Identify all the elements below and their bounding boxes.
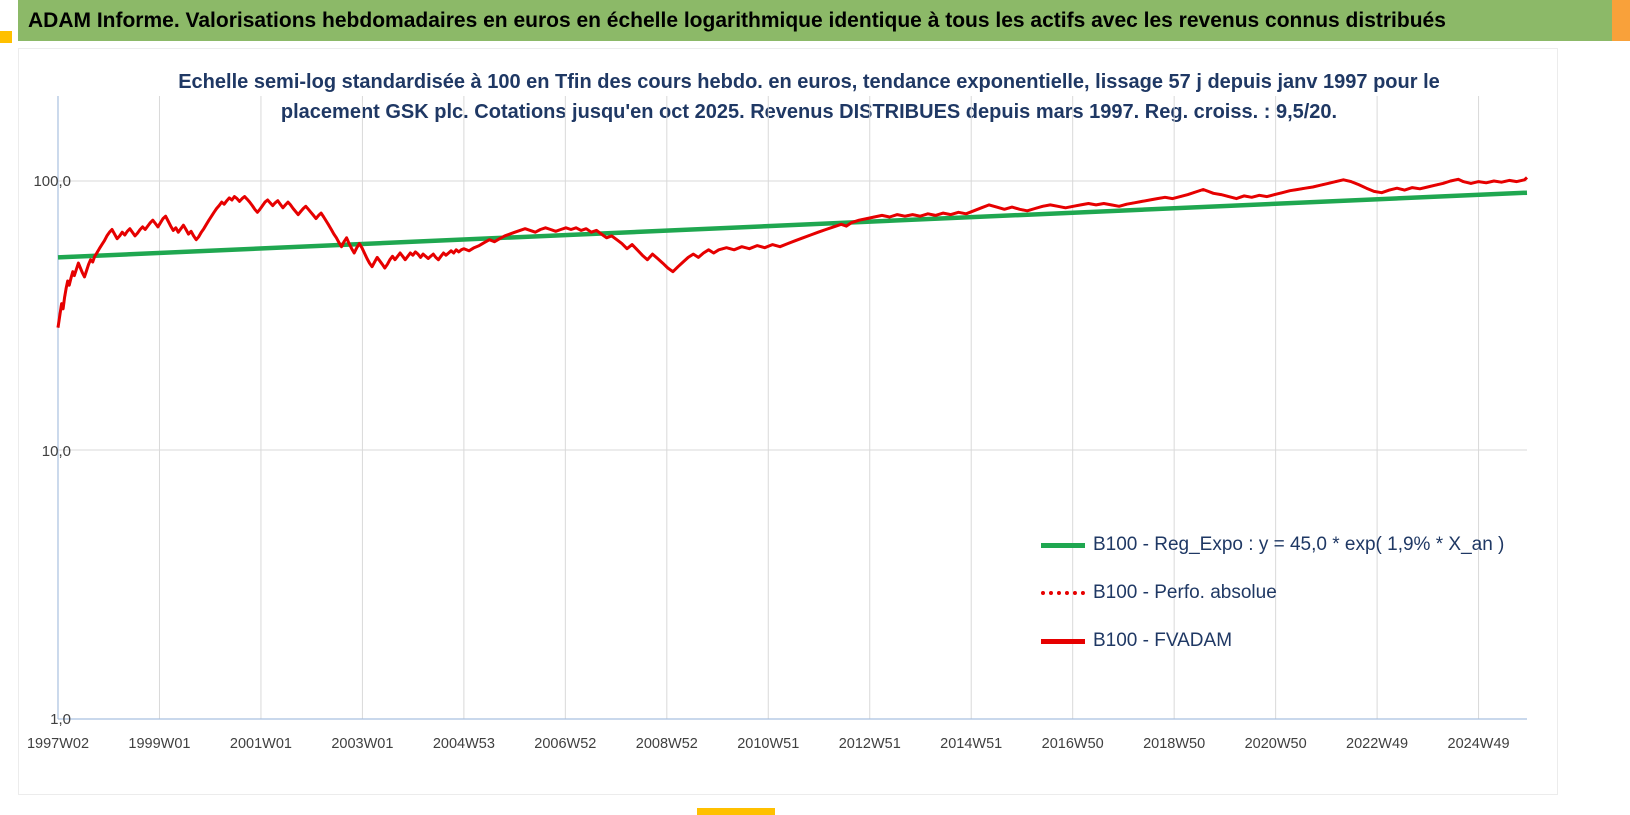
legend-item-fvadam: B100 - FVADAM [1041, 617, 1504, 665]
x-tick-label: 2004W53 [432, 736, 495, 752]
legend-label: B100 - Perfo. absolue [1093, 582, 1277, 603]
chart-card: Echelle semi-log standardisée à 100 en T… [18, 48, 1558, 795]
x-tick-label: 1999W01 [128, 736, 191, 752]
x-tick-label: 2012W51 [838, 736, 901, 752]
x-tick-label: 2020W50 [1244, 736, 1307, 752]
legend-item-perfo-absolue: B100 - Perfo. absolue [1041, 569, 1504, 617]
legend-item-reg-expo: B100 - Reg_Expo : y = 45,0 * exp( 1,9% *… [1041, 521, 1504, 569]
x-tick-label: 2001W01 [229, 736, 292, 752]
chart-title-line2: placement GSK plc. Cotations jusqu'en oc… [280, 101, 1338, 123]
legend-label: B100 - FVADAM [1093, 630, 1233, 651]
x-tick-label: 2022W49 [1346, 736, 1409, 752]
chart-legend: B100 - Reg_Expo : y = 45,0 * exp( 1,9% *… [1041, 521, 1504, 665]
x-tick-label: 2024W49 [1447, 736, 1510, 752]
x-tick-label: 2006W52 [534, 736, 597, 752]
plot-area [56, 96, 1529, 720]
y-tick-label-1: 1,0 [50, 711, 71, 728]
legend-label: B100 - Reg_Expo : y = 45,0 * exp( 1,9% *… [1093, 534, 1505, 555]
header-title: ADAM Informe. Valorisations hebdomadaire… [28, 8, 1446, 32]
red-solid-line-marker-icon [1041, 638, 1085, 644]
bottom-accent-strip [697, 808, 775, 815]
y-tick-label-100: 100,0 [33, 173, 71, 190]
green-line-marker-icon [1041, 542, 1085, 548]
x-tick-label: 2016W50 [1041, 736, 1104, 752]
x-tick-label: 2014W51 [940, 736, 1003, 752]
y-tick-label-10: 10,0 [41, 443, 71, 460]
left-accent-square [0, 31, 12, 43]
x-tick-label: 2003W01 [331, 736, 394, 752]
x-tick-label: 2008W52 [635, 736, 698, 752]
x-tick-label: 2018W50 [1143, 736, 1206, 752]
red-dotted-line-marker-icon [1041, 591, 1085, 595]
x-tick-label: 1997W02 [26, 736, 90, 752]
right-accent-square [1612, 0, 1630, 41]
chart-title-line1: Echelle semi-log standardisée à 100 en T… [178, 71, 1440, 93]
x-tick-label: 2010W51 [737, 736, 800, 752]
header-bar: ADAM Informe. Valorisations hebdomadaire… [18, 0, 1612, 41]
chart-title: Echelle semi-log standardisée à 100 en T… [79, 67, 1539, 127]
